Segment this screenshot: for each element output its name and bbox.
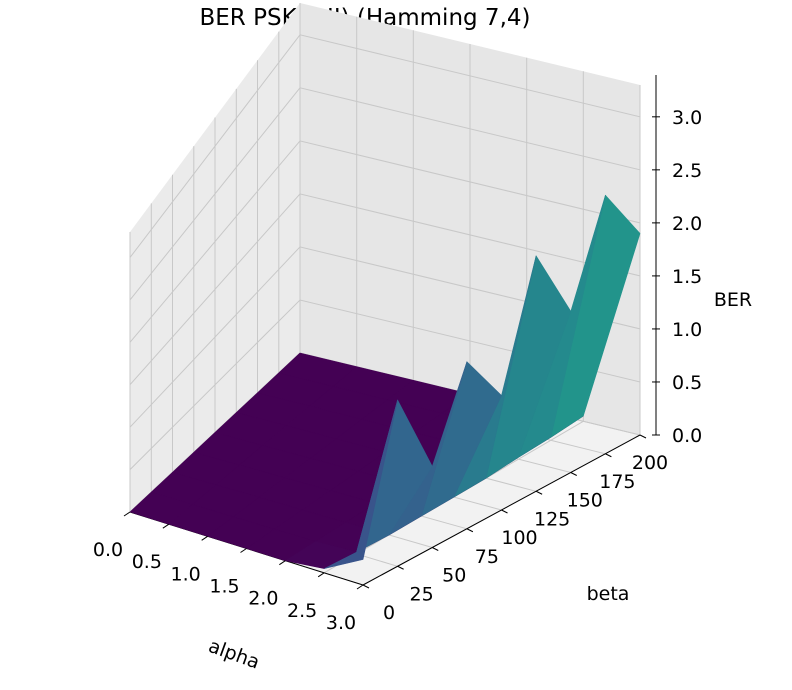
beta-tick-mark	[605, 453, 612, 458]
beta-tick-mark	[432, 547, 439, 551]
y-axis-label: beta	[587, 583, 630, 605]
beta-tick-mark	[639, 434, 647, 439]
ber-ticks: 0.0 0.5 1.0 1.5 2.0 2.5 3.0	[652, 107, 702, 447]
alpha-tick-mark	[201, 535, 208, 541]
beta-tick-mark	[535, 490, 543, 495]
alpha-tick-mark	[123, 511, 131, 517]
alpha-tick-label: 2.0	[248, 588, 278, 610]
surface-face	[323, 399, 398, 569]
alpha-tick-mark	[162, 523, 170, 529]
grid-line-ber	[129, 140, 641, 343]
alpha-tick-mark	[317, 572, 325, 578]
alpha-tick-mark	[279, 560, 286, 566]
alpha-tick-label: 2.5	[287, 600, 317, 622]
beta-tick-mark	[570, 472, 577, 476]
beta-tick-mark	[397, 565, 404, 570]
surface-mesh	[129, 194, 641, 569]
beta-tick-label: 175	[599, 471, 635, 493]
alpha-tick-mark	[356, 584, 364, 590]
ber-tick-label: 3.0	[672, 107, 702, 129]
alpha-tick-label: 3.0	[326, 612, 356, 634]
alpha-ticks: 0.0 0.5 1.0 1.5 2.0 2.5 3.0	[93, 511, 364, 634]
z-axis-label: BER	[714, 289, 752, 311]
ber-tick-label: 1.5	[672, 266, 702, 288]
ber-tick-label: 2.5	[672, 160, 702, 182]
alpha-tick-label: 1.0	[171, 563, 201, 585]
beta-tick-label: 150	[567, 490, 603, 512]
beta-tick-label: 200	[632, 452, 668, 474]
alpha-tick-label: 1.5	[209, 576, 239, 598]
beta-tick-label: 25	[410, 583, 434, 605]
beta-tick-label: 125	[534, 508, 570, 530]
beta-tick-label: 50	[442, 565, 466, 587]
x-axis-label: alpha	[206, 635, 263, 674]
grid-line-ber	[129, 87, 641, 301]
beta-tick-label: 75	[475, 546, 499, 568]
alpha-tick-label: 0.5	[132, 551, 162, 573]
beta-tick-mark	[362, 584, 370, 589]
ber-tick-label: 0.0	[672, 425, 702, 447]
beta-tick-mark	[466, 528, 474, 533]
grid-line-ber	[129, 193, 641, 386]
ber-tick-label: 2.0	[672, 213, 702, 235]
grid-line-ber	[129, 34, 641, 258]
beta-tick-label: 100	[501, 527, 537, 549]
beta-tick-mark	[501, 509, 508, 514]
alpha-tick-label: 0.0	[93, 539, 123, 561]
beta-tick-label: 0	[383, 602, 395, 624]
ber-tick-label: 0.5	[672, 372, 702, 394]
ber-tick-label: 1.0	[672, 319, 702, 341]
alpha-tick-mark	[240, 548, 247, 553]
